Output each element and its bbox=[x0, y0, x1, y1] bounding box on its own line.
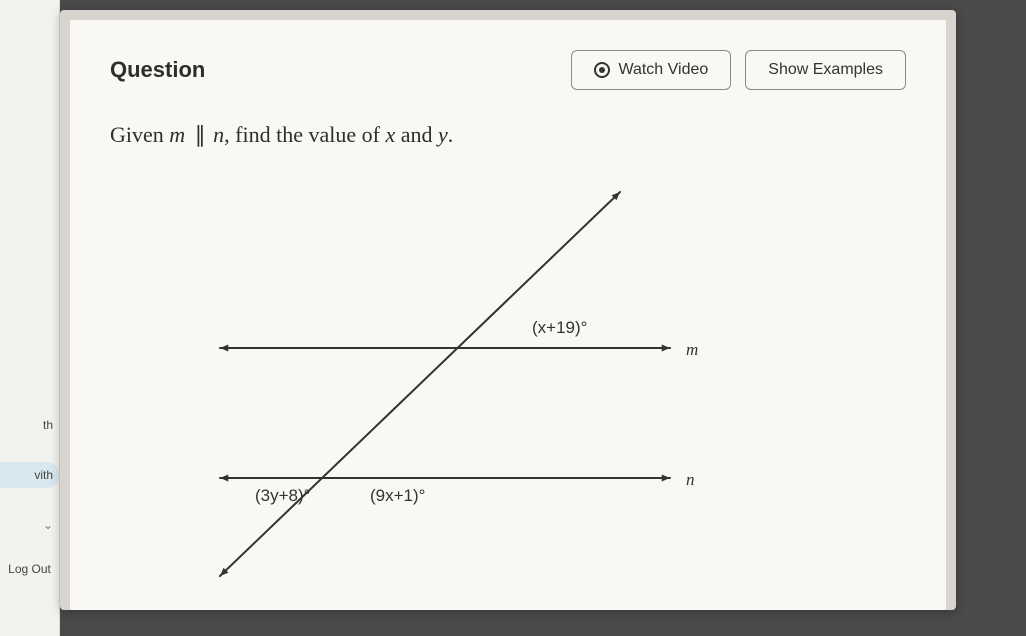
diagram: m n (x+19)° (3y+8)° (9x+1)° bbox=[110, 178, 906, 578]
angle-bottom-left-label: (3y+8)° bbox=[255, 486, 310, 506]
sidebar: th vith ⌄ Log Out bbox=[0, 0, 60, 636]
question-card: Question Watch Video Show Examples Given… bbox=[70, 20, 946, 610]
stage: Question Watch Video Show Examples Given… bbox=[60, 0, 1026, 636]
top-buttons: Watch Video Show Examples bbox=[571, 50, 906, 90]
prompt-n: n bbox=[213, 122, 224, 147]
question-prompt: Given m ∥ n, find the value of x and y. bbox=[110, 122, 906, 148]
show-examples-button[interactable]: Show Examples bbox=[745, 50, 906, 90]
angle-top-label: (x+19)° bbox=[532, 318, 587, 338]
question-title: Question bbox=[110, 57, 205, 83]
card-wrap: Question Watch Video Show Examples Given… bbox=[60, 10, 956, 610]
prompt-m: m bbox=[169, 122, 185, 147]
sidebar-item-th[interactable]: th bbox=[0, 418, 59, 432]
prompt-post: , find the value of bbox=[224, 122, 385, 147]
line-n-label: n bbox=[686, 470, 695, 490]
line-m-label: m bbox=[686, 340, 698, 360]
prompt-end: . bbox=[448, 122, 454, 147]
parallel-symbol: ∥ bbox=[191, 122, 208, 147]
watch-video-label: Watch Video bbox=[618, 61, 708, 79]
topbar: Question Watch Video Show Examples bbox=[110, 50, 906, 90]
prompt-y: y bbox=[438, 122, 448, 147]
prompt-and: and bbox=[395, 122, 438, 147]
diagram-svg bbox=[110, 178, 830, 578]
prompt-x: x bbox=[385, 122, 395, 147]
watch-video-button[interactable]: Watch Video bbox=[571, 50, 731, 90]
logout-link[interactable]: Log Out bbox=[8, 562, 51, 576]
prompt-pre: Given bbox=[110, 122, 169, 147]
play-record-icon bbox=[594, 62, 610, 78]
angle-bottom-right-label: (9x+1)° bbox=[370, 486, 425, 506]
show-examples-label: Show Examples bbox=[768, 61, 883, 79]
sidebar-item-vith[interactable]: vith bbox=[0, 462, 59, 488]
sidebar-chevron[interactable]: ⌄ bbox=[0, 518, 59, 532]
